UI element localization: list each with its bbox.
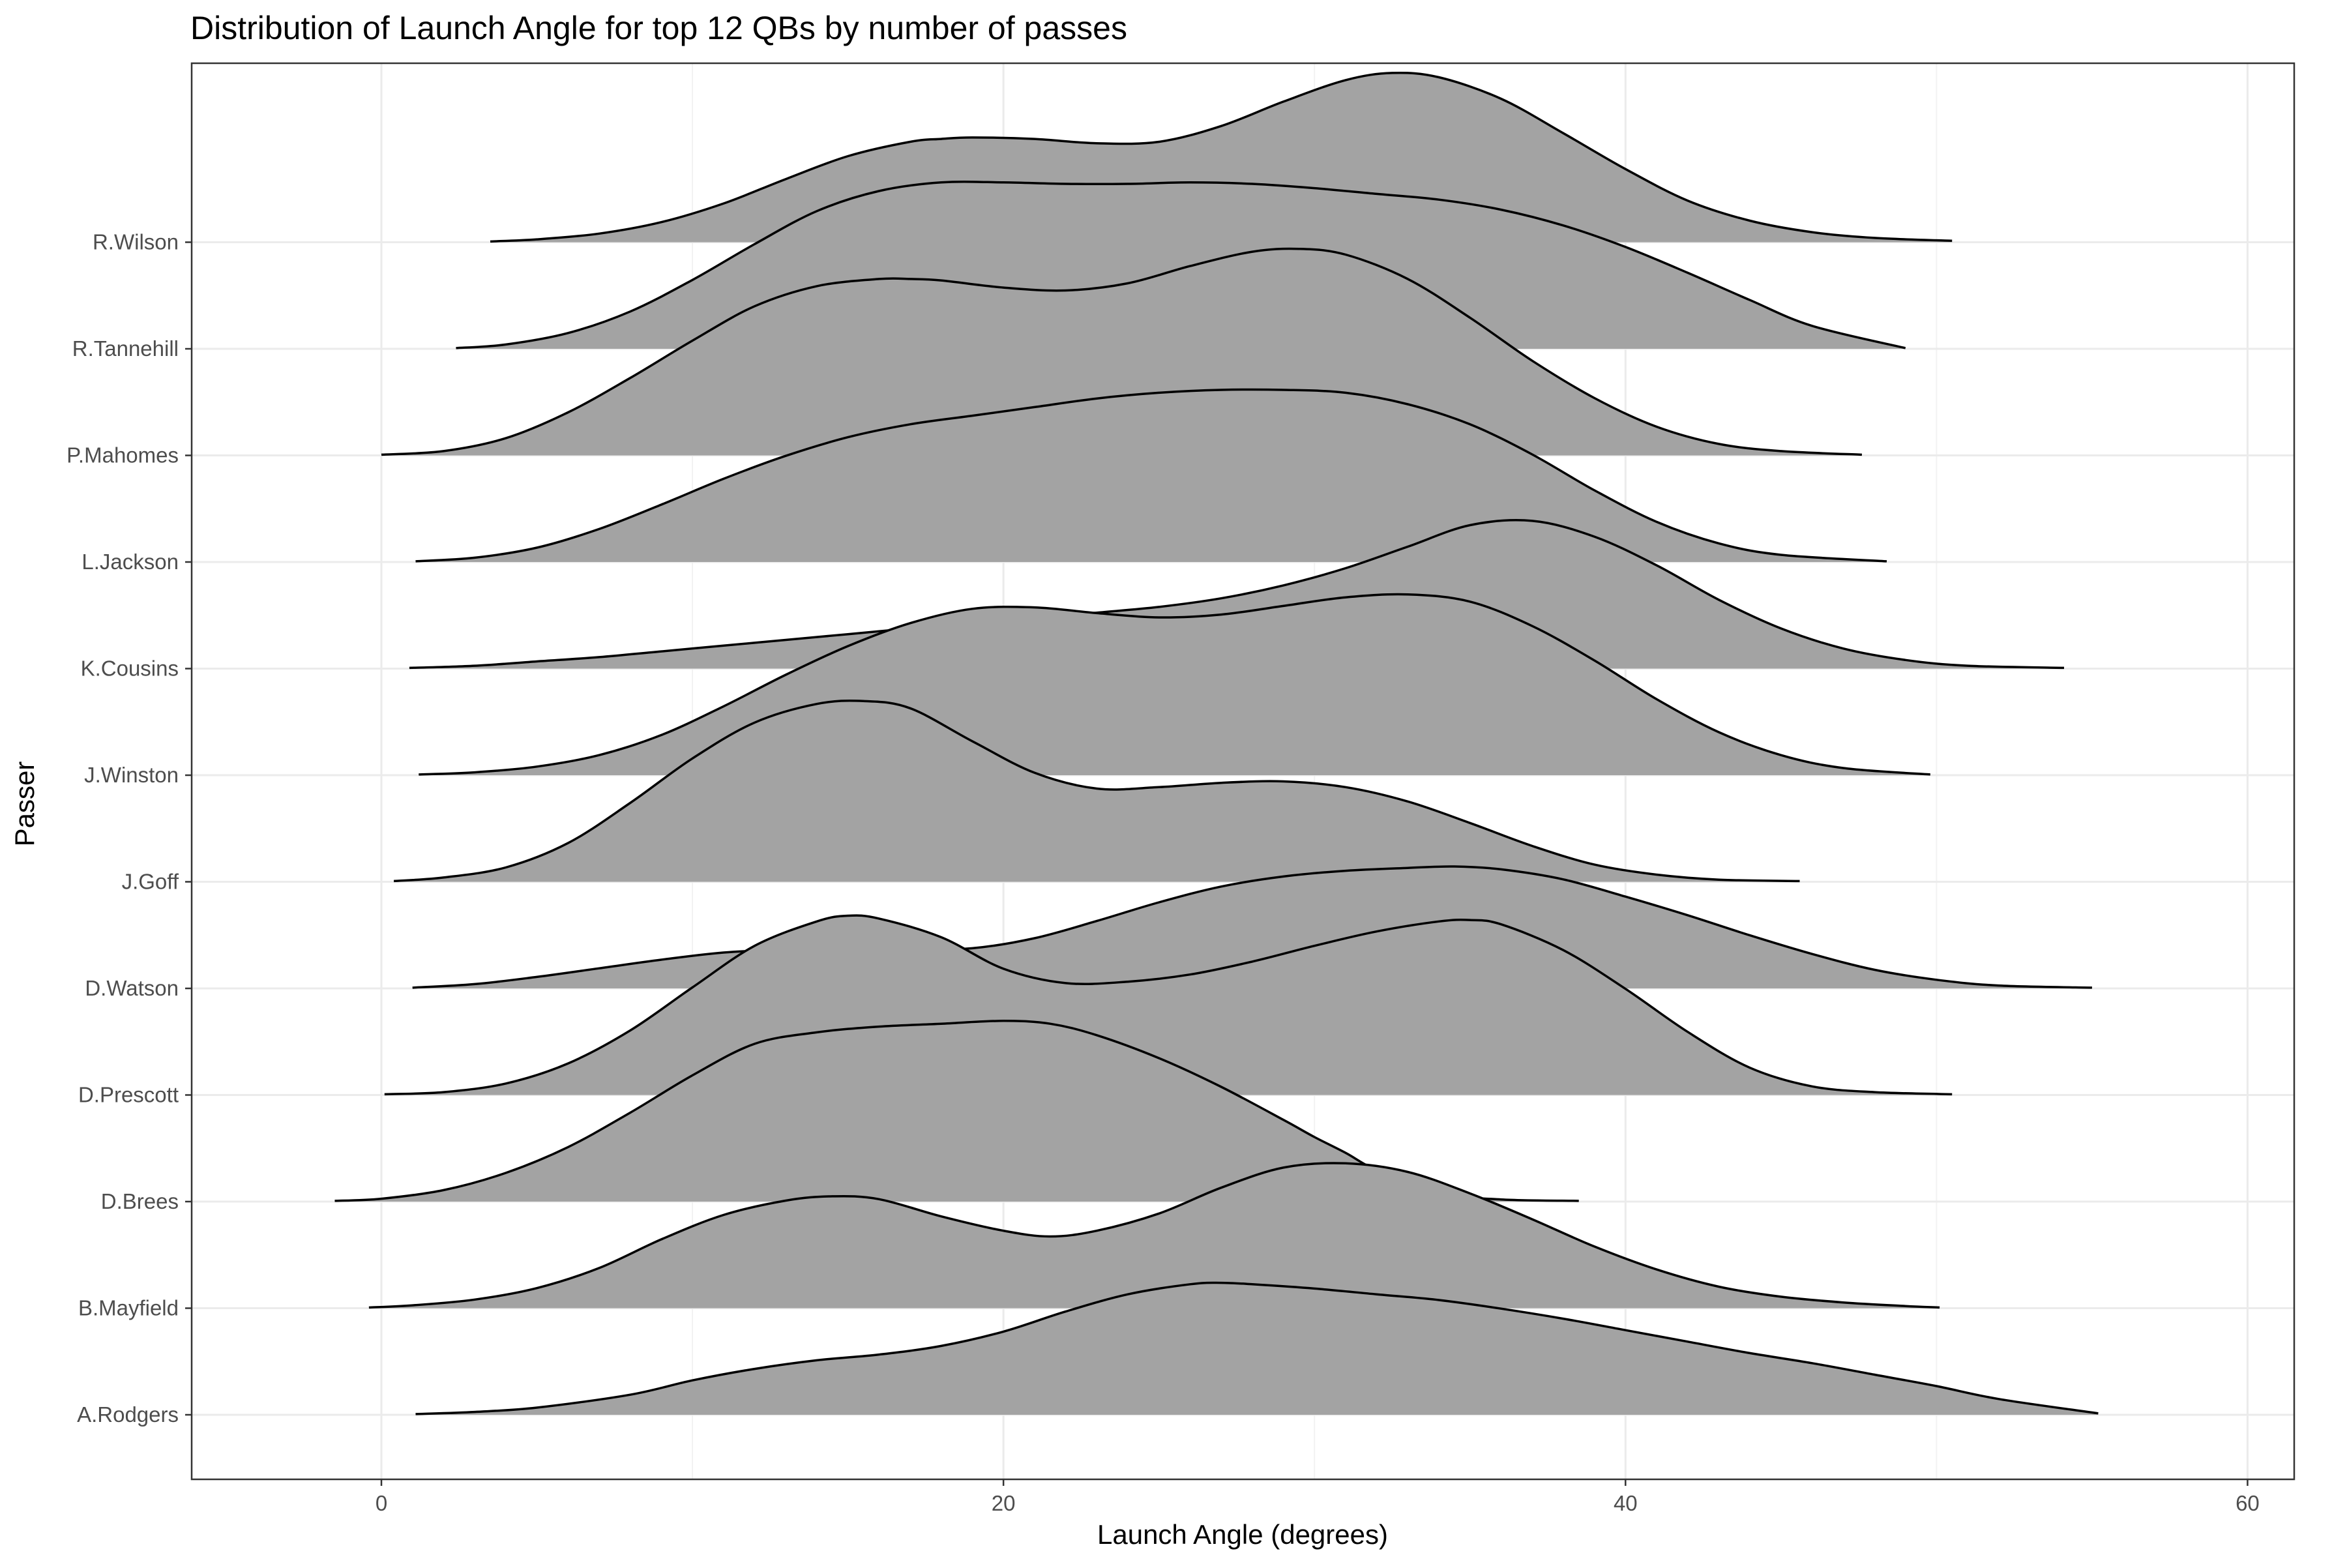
- ridge-fill: [415, 389, 1887, 562]
- ridge-outline: [415, 388, 1887, 563]
- ridge-outline: [384, 914, 1953, 1096]
- ridge-fill: [394, 700, 1800, 882]
- y-tick-label: A.Rodgers: [77, 1402, 179, 1427]
- y-axis-title: Passer: [9, 762, 40, 847]
- density-ridges: [334, 71, 2099, 1415]
- y-tick-label: L.Jackson: [81, 550, 179, 574]
- y-tick-label: R.Wilson: [93, 230, 179, 254]
- ridge-fill: [415, 1282, 2099, 1415]
- y-tick-label: D.Brees: [101, 1189, 179, 1213]
- ridge-b-mayfield: [368, 1162, 1940, 1309]
- ridge-a-rodgers: [415, 1281, 2099, 1415]
- chart-title: Distribution of Launch Angle for top 12 …: [190, 10, 1127, 46]
- ridge-outline: [456, 180, 1906, 349]
- x-tick-label: 0: [376, 1491, 387, 1515]
- ridge-outline: [381, 247, 1862, 456]
- ridge-outline: [419, 593, 1930, 776]
- ridge-outline: [490, 71, 1953, 243]
- ridge-outline: [409, 519, 2065, 670]
- ridge-outline: [412, 865, 2092, 989]
- ridge-l-jackson: [415, 388, 1887, 563]
- ridge-fill: [334, 1020, 1579, 1202]
- x-tick-label: 40: [1614, 1491, 1638, 1515]
- y-tick-label: D.Watson: [85, 976, 179, 1000]
- ridge-j-goff: [393, 699, 1800, 883]
- x-tick-label: 20: [992, 1491, 1016, 1515]
- y-axis: A.Rodgers B.Mayfield D.Brees D.Prescott D.Wa…: [66, 230, 192, 1427]
- x-tick-label: 60: [2236, 1491, 2260, 1515]
- ridge-d-brees: [334, 1020, 1579, 1202]
- y-tick-label: P.Mahomes: [66, 443, 179, 467]
- y-tick-label: D.Prescott: [78, 1083, 179, 1107]
- x-axis: 0 20 40 60: [376, 1479, 2260, 1515]
- ridge-outline: [334, 1020, 1579, 1202]
- y-tick-label: K.Cousins: [81, 657, 179, 681]
- ridge-fill: [368, 1162, 1940, 1309]
- ridge-p-mahomes: [381, 247, 1862, 456]
- y-tick-label: J.Goff: [122, 870, 179, 894]
- y-tick-label: J.Winston: [84, 763, 179, 787]
- ridge-k-cousins: [409, 519, 2065, 670]
- plot-border: [190, 62, 2295, 1481]
- ridge-outline: [368, 1162, 1940, 1309]
- ridge-fill: [381, 248, 1862, 456]
- y-tick-label: R.Tannehill: [72, 336, 179, 361]
- x-axis-title: Launch Angle (degrees): [1097, 1519, 1388, 1550]
- ridge-outline: [415, 1281, 2099, 1415]
- y-tick-label: B.Mayfield: [78, 1296, 179, 1320]
- ridge-outline: [393, 699, 1800, 883]
- ridge-fill: [409, 520, 2065, 669]
